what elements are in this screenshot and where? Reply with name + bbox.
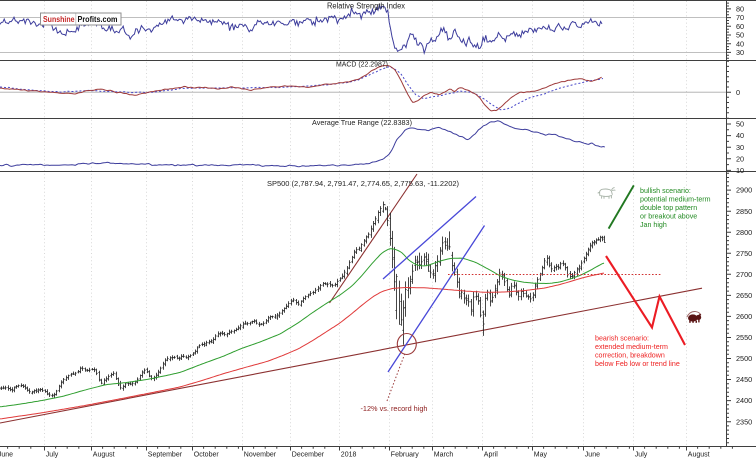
svg-text:Jan high: Jan high [640,221,667,229]
svg-text:30: 30 [736,48,744,57]
svg-text:2350: 2350 [736,417,752,426]
svg-text:below Feb low or trend line: below Feb low or trend line [595,360,680,368]
svg-text:40: 40 [736,131,744,140]
svg-text:July: July [635,452,648,458]
svg-text:2800: 2800 [736,228,752,237]
svg-text:extended medium-term: extended medium-term [595,343,668,351]
svg-text:70: 70 [736,13,744,22]
svg-text:2018: 2018 [341,452,357,458]
svg-text:October: October [194,452,220,458]
svg-text:Sunshine: Sunshine [43,14,75,24]
svg-text:2700: 2700 [736,270,752,279]
svg-text:10: 10 [736,166,744,175]
svg-text:Profits.com: Profits.com [78,14,118,24]
svg-text:2750: 2750 [736,249,752,258]
svg-text:Relative Strength Index: Relative Strength Index [327,2,405,11]
svg-text:August: August [688,452,710,458]
svg-text:April: April [484,452,498,458]
svg-text:bullish scenario:: bullish scenario: [640,187,691,195]
svg-text:MACD (22.2987): MACD (22.2987) [336,60,388,69]
svg-text:2400: 2400 [736,396,752,405]
svg-text:Average True Range (22.8383): Average True Range (22.8383) [312,118,412,127]
svg-text:-12% vs. record high: -12% vs. record high [361,404,428,413]
svg-text:2600: 2600 [736,312,752,321]
svg-text:20: 20 [736,154,744,163]
svg-text:60: 60 [736,22,744,31]
svg-text:or breakout above: or breakout above [640,213,697,221]
svg-text:30: 30 [736,143,744,152]
svg-text:December: December [292,452,325,458]
svg-text:double top pattern: double top pattern [640,204,697,212]
svg-text:November: November [244,452,277,458]
svg-text:2450: 2450 [736,375,752,384]
svg-text:2850: 2850 [736,207,752,216]
svg-text:SP500 (2,787.94, 2,791.47, 2,7: SP500 (2,787.94, 2,791.47, 2,774.65, 2,7… [267,179,460,188]
svg-text:50: 50 [736,120,744,129]
svg-text:correction, breakdown: correction, breakdown [595,352,665,360]
svg-text:May: May [534,452,548,458]
svg-text:August: August [93,452,115,458]
svg-text:February: February [391,452,420,458]
svg-text:bearish scenario:: bearish scenario: [595,335,649,343]
svg-text:2900: 2900 [736,186,752,195]
svg-text:0: 0 [736,88,740,97]
svg-text:July: July [46,452,59,458]
svg-text:September: September [148,452,183,458]
svg-text:June: June [585,452,600,458]
svg-text:50: 50 [736,31,744,40]
svg-text:potential medium-term: potential medium-term [640,196,711,204]
svg-text:June: June [0,452,13,458]
svg-text:2500: 2500 [736,354,752,363]
svg-text:80: 80 [736,5,744,14]
svg-text:2650: 2650 [736,291,752,300]
svg-text:2550: 2550 [736,333,752,342]
svg-text:40: 40 [736,39,744,48]
svg-text:March: March [434,452,454,458]
